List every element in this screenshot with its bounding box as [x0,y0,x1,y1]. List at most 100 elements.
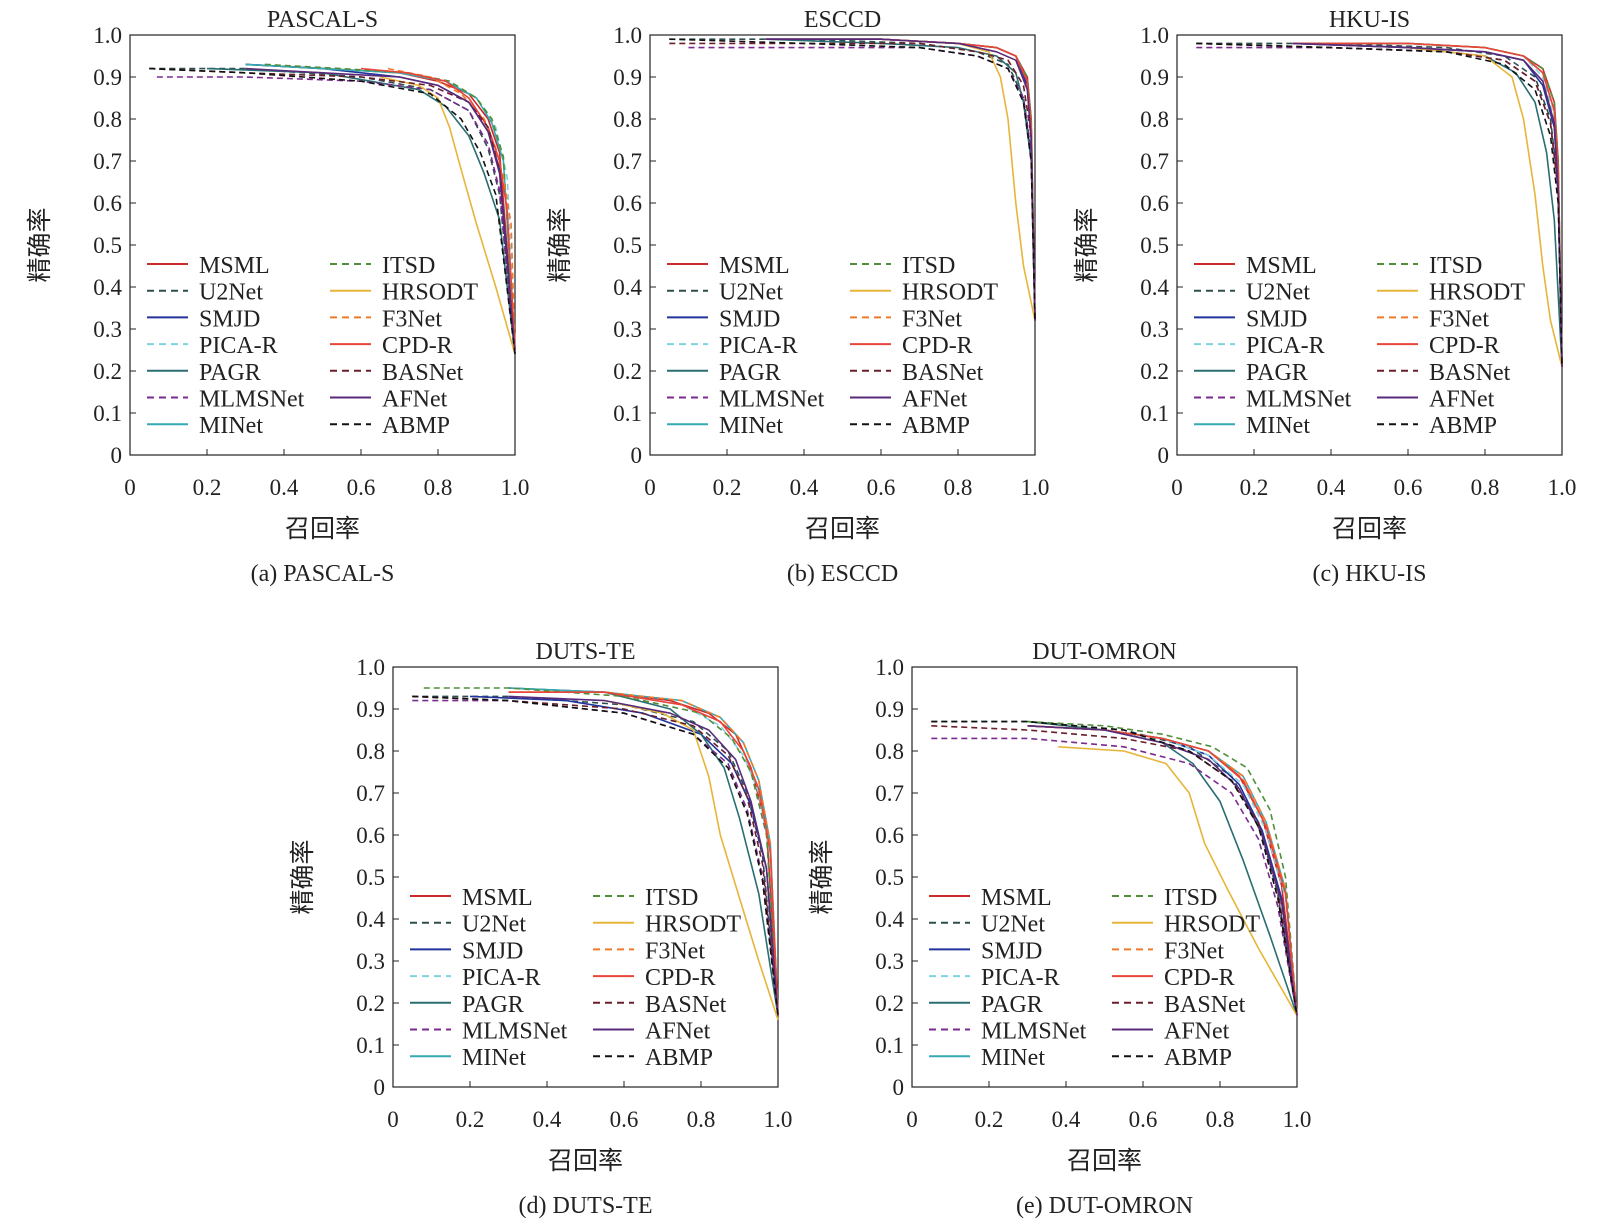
chart-panel-2: HKU-IS 0 0.1 0.2 0.3 0.4 0.5 0.6 0.7 0.8 0.9 1.0 0 0.… [1073,7,1576,587]
legend-label: HRSODT [382,280,478,306]
series-line-minet [765,38,1036,321]
chart-title: HKU-IS [1329,7,1410,33]
x-tick-label: 0.4 [790,475,819,500]
y-tick-label: 0.1 [93,401,122,426]
chart-caption: (d) DUTS-TE [519,1193,653,1219]
x-tick-label: 0.6 [1394,475,1423,500]
x-tick-label: 0.8 [1206,1107,1235,1132]
y-tick-label: 0.2 [1140,359,1169,384]
y-tick-label: 0.5 [875,865,904,890]
y-axis-label: 精确率 [546,207,574,282]
series-line-minet [1292,42,1563,367]
legend-label: MINet [719,413,783,439]
series-line-abmp [149,67,516,355]
x-tick-label: 0.4 [533,1107,562,1132]
x-axis-label: 召回率 [805,515,880,543]
legend-label: ITSD [1429,253,1482,279]
y-tick-label: 0.8 [93,107,122,132]
legend-label: SMJD [719,306,780,332]
series-line-f3net [1292,42,1563,367]
series-line-msml [765,38,1036,321]
y-tick-label: 1.0 [875,655,904,680]
legend-label: AFNet [902,387,968,413]
legend-label: SMJD [1246,306,1307,332]
legend-label: BASNet [382,360,464,386]
legend-label: F3Net [902,306,962,332]
series-line-f3net [508,691,779,1016]
y-tick-label: 0.3 [93,317,122,342]
y-tick-label: 0 [893,1075,905,1100]
series-line-afnet [508,695,779,1016]
legend-label: MLMSNet [199,387,305,413]
x-tick-label: 0 [906,1107,918,1132]
series-line-smjd [1292,42,1563,367]
y-tick-label: 0.7 [93,149,122,174]
y-tick-label: 0.1 [875,1033,904,1058]
chart-title: PASCAL-S [267,7,378,33]
y-tick-label: 0.2 [875,991,904,1016]
y-tick-label: 0.5 [1140,233,1169,258]
x-tick-label: 0.8 [1471,475,1500,500]
y-tick-label: 0 [374,1075,386,1100]
x-tick-label: 0.8 [424,475,453,500]
y-tick-label: 1.0 [1140,23,1169,48]
y-tick-label: 0 [1158,443,1170,468]
series-line-cpd-r [765,38,1036,321]
x-axis-label: 召回率 [1067,1147,1142,1175]
plot-frame [649,34,1036,456]
legend-label: HRSODT [1164,912,1260,938]
legend-label: BASNet [1429,360,1511,386]
y-tick-label: 0.2 [356,991,385,1016]
legend-label: PICA-R [199,333,278,359]
y-tick-label: 0.7 [356,781,385,806]
legend-label: ITSD [382,253,435,279]
legend-label: U2Net [1246,280,1310,306]
legend-label: SMJD [981,938,1042,964]
series-line-afnet [245,67,516,355]
legend-label: HRSODT [1429,280,1525,306]
legend-label: SMJD [199,306,260,332]
series-line-msml [1027,725,1298,1016]
series-line-abmp [669,38,1036,321]
y-tick-label: 0.3 [356,949,385,974]
y-tick-label: 0.6 [613,191,642,216]
chart-caption: (c) HKU-IS [1313,561,1427,587]
legend-label: PAGR [199,360,261,386]
legend-label: F3Net [382,306,442,332]
series-line-smjd [1027,725,1298,1016]
x-tick-label: 1.0 [1021,475,1050,500]
x-tick-label: 0.2 [1240,475,1269,500]
y-tick-label: 0.9 [875,697,904,722]
legend-label: ABMP [382,413,450,439]
legend-label: PAGR [719,360,781,386]
series-line-hrsodt [1058,746,1298,1016]
legend-label: MINet [462,1045,526,1071]
legend-label: ABMP [1429,413,1497,439]
y-axis-label: 精确率 [289,839,317,914]
series-line-minet [1027,725,1298,1016]
legend-label: BASNet [902,360,984,386]
x-tick-label: 1.0 [1283,1107,1312,1132]
legend-label: ITSD [1164,885,1217,911]
x-tick-label: 0.2 [456,1107,485,1132]
x-tick-label: 0.6 [610,1107,639,1132]
legend-label: BASNet [1164,992,1246,1018]
legend-label: PAGR [462,992,524,1018]
series-line-abmp [1196,42,1563,367]
legend-label: AFNet [1164,1019,1230,1045]
y-tick-label: 0.6 [875,823,904,848]
chart-title: DUTS-TE [536,639,636,665]
y-tick-label: 0.4 [613,275,642,300]
chart-caption: (e) DUT-OMRON [1016,1193,1193,1219]
series-line-cpd-r [1292,42,1563,367]
x-tick-label: 0.4 [1317,475,1346,500]
y-tick-label: 0.9 [356,697,385,722]
y-tick-label: 1.0 [613,23,642,48]
legend-label: MINet [981,1045,1045,1071]
legend-label: CPD-R [1429,333,1500,359]
series-line-msml [508,691,779,1016]
